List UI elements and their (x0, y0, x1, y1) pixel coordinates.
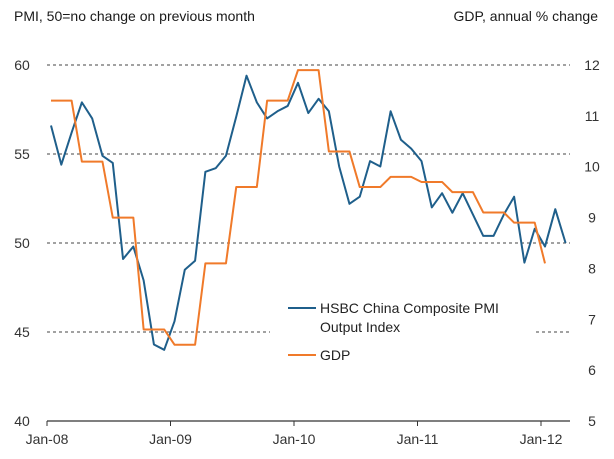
legend-gdp-label: GDP (320, 347, 350, 363)
right-axis-ticks: 5 6 7 8 9 10 11 12 (584, 57, 600, 429)
left-tick-label: 60 (14, 57, 30, 73)
right-tick-label: 5 (588, 413, 596, 429)
right-tick-label: 10 (584, 159, 600, 175)
right-tick-label: 9 (588, 210, 596, 226)
left-tick-label: 45 (14, 324, 30, 340)
right-tick-label: 12 (584, 57, 600, 73)
left-tick-label: 40 (14, 413, 30, 429)
series-lines (50, 69, 567, 351)
x-axis-ticks: Jan-08 Jan-09 Jan-10 Jan-11 Jan-12 (26, 421, 563, 447)
x-tick-label: Jan-09 (149, 431, 192, 447)
x-tick-label: Jan-11 (397, 431, 439, 447)
left-axis-title: PMI, 50=no change on previous month (14, 8, 255, 24)
left-tick-label: 55 (14, 146, 30, 162)
right-tick-label: 6 (588, 362, 596, 378)
legend-pmi-label: HSBC China Composite PMI (320, 300, 499, 316)
right-tick-label: 11 (585, 108, 600, 124)
x-tick-label: Jan-10 (273, 431, 316, 447)
legend-pmi-label: Output Index (320, 319, 400, 335)
x-tick-label: Jan-12 (520, 431, 563, 447)
legend: HSBC China Composite PMI Output Index GDP (288, 300, 499, 363)
gridlines (47, 64, 570, 333)
right-tick-label: 8 (588, 260, 596, 276)
x-tick-label: Jan-08 (26, 431, 69, 447)
right-axis-title: GDP, annual % change (453, 8, 598, 24)
left-axis-ticks: 40 45 50 55 60 (14, 57, 30, 429)
right-tick-label: 7 (588, 311, 596, 327)
left-tick-label: 50 (14, 235, 30, 251)
